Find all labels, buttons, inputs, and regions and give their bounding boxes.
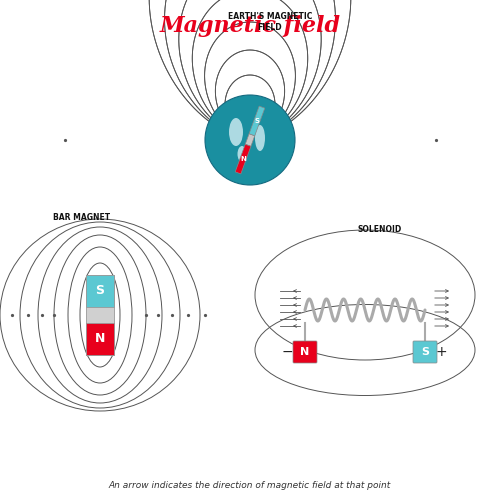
- FancyBboxPatch shape: [293, 341, 317, 363]
- FancyBboxPatch shape: [413, 341, 437, 363]
- Polygon shape: [249, 106, 265, 136]
- Bar: [86, 323, 114, 355]
- Bar: [86, 275, 114, 307]
- Text: BAR MAGNET: BAR MAGNET: [54, 212, 110, 222]
- Text: S: S: [254, 118, 260, 124]
- Text: S: S: [96, 284, 104, 298]
- Ellipse shape: [229, 118, 243, 146]
- Text: N: N: [300, 347, 310, 357]
- Text: SOLENOID: SOLENOID: [358, 226, 402, 234]
- Polygon shape: [246, 134, 254, 146]
- Text: Magnetic field: Magnetic field: [160, 15, 340, 37]
- Text: N: N: [240, 156, 246, 162]
- Text: N: N: [95, 332, 105, 345]
- Text: −: −: [281, 345, 293, 359]
- Text: EARTH'S MAGNETIC
FIELD: EARTH'S MAGNETIC FIELD: [228, 12, 312, 32]
- Circle shape: [205, 95, 295, 185]
- Text: S: S: [421, 347, 429, 357]
- Polygon shape: [235, 144, 251, 174]
- Ellipse shape: [238, 146, 246, 162]
- Bar: [86, 275, 114, 355]
- Ellipse shape: [255, 125, 265, 151]
- Text: +: +: [435, 345, 447, 359]
- Text: An arrow indicates the direction of magnetic field at that point: An arrow indicates the direction of magn…: [109, 480, 391, 490]
